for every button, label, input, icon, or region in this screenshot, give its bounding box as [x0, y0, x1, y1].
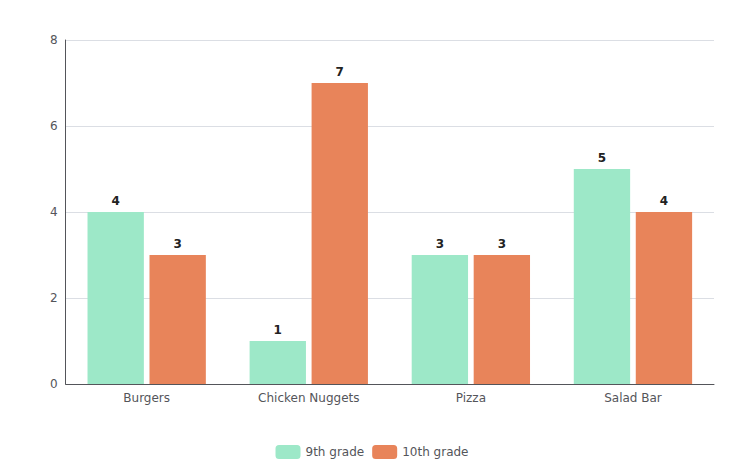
svg-text:4: 4 [660, 194, 668, 208]
svg-text:7: 7 [336, 65, 344, 79]
svg-text:4: 4 [112, 194, 120, 208]
svg-text:Chicken Nuggets: Chicken Nuggets [258, 391, 359, 405]
svg-text:2: 2 [50, 291, 58, 305]
svg-text:3: 3 [173, 237, 181, 251]
svg-text:Pizza: Pizza [456, 391, 486, 405]
svg-text:Burgers: Burgers [123, 391, 170, 405]
svg-text:6: 6 [50, 119, 58, 133]
svg-text:9th grade: 9th grade [306, 445, 365, 459]
svg-text:10th grade: 10th grade [402, 445, 468, 459]
svg-text:Salad Bar: Salad Bar [604, 391, 662, 405]
svg-text:3: 3 [436, 237, 444, 251]
svg-text:0: 0 [50, 377, 58, 391]
svg-text:5: 5 [598, 151, 606, 165]
svg-text:1: 1 [274, 323, 282, 337]
svg-text:3: 3 [498, 237, 506, 251]
svg-text:8: 8 [50, 33, 58, 47]
svg-text:4: 4 [50, 205, 58, 219]
